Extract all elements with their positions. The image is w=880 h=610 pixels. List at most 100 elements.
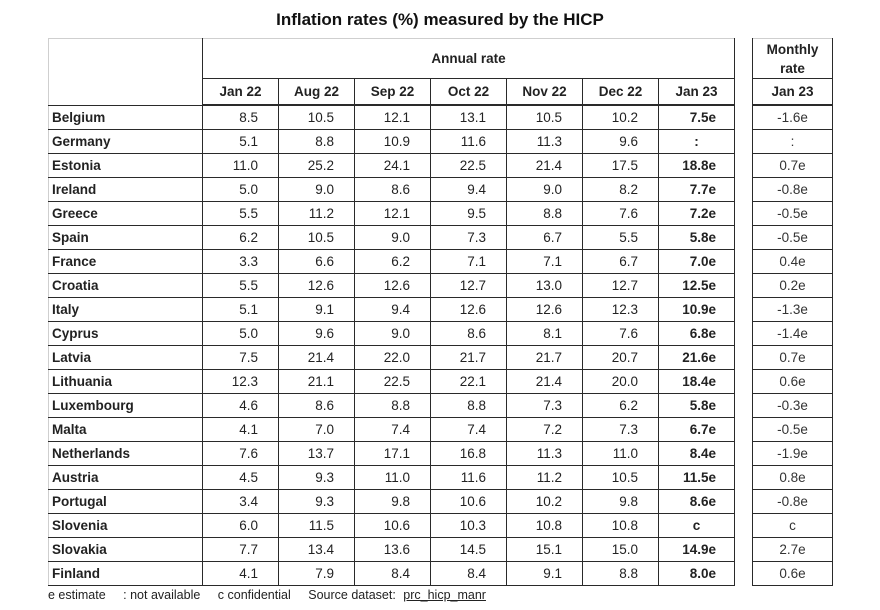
- annual-rate-value: 17.5: [582, 153, 659, 178]
- annual-rate-latest: 21.6e: [658, 345, 735, 370]
- column-gap: [734, 225, 753, 250]
- annual-rate-value: 22.5: [354, 369, 431, 394]
- country-name: Latvia: [48, 345, 203, 370]
- annual-rate-latest: 5.8e: [658, 225, 735, 250]
- annual-rate-value: 8.6: [278, 393, 355, 418]
- annual-rate-latest: 7.0e: [658, 249, 735, 274]
- annual-rate-value: 12.6: [354, 273, 431, 298]
- column-gap: [734, 38, 753, 105]
- annual-rate-value: 13.7: [278, 441, 355, 466]
- annual-rate-value: 5.5: [202, 201, 279, 226]
- annual-rate-value: 11.2: [278, 201, 355, 226]
- table-row: Spain 6.2 10.5 9.0 7.3 6.7 5.5 5.8e -0.5e: [48, 225, 833, 250]
- annual-rate-value: 10.6: [354, 513, 431, 538]
- annual-rate-value: 11.5: [278, 513, 355, 538]
- legend-confidential: c confidential: [217, 588, 291, 602]
- annual-rate-value: 10.5: [582, 465, 659, 490]
- country-name: Estonia: [48, 153, 203, 178]
- country-name: Spain: [48, 225, 203, 250]
- annual-rate-value: 14.5: [430, 537, 507, 562]
- table-row: Italy 5.1 9.1 9.4 12.6 12.6 12.3 10.9e -1.3e: [48, 297, 833, 322]
- annual-rate-latest: 7.5e: [658, 104, 735, 130]
- column-gap: [734, 489, 753, 514]
- annual-rate-value: 10.5: [278, 225, 355, 250]
- annual-rate-latest: 11.5e: [658, 465, 735, 490]
- country-name: Germany: [48, 129, 203, 154]
- annual-rate-value: 8.8: [430, 393, 507, 418]
- annual-rate-value: 10.2: [506, 489, 583, 514]
- annual-rate-value: 9.8: [582, 489, 659, 514]
- annual-rate-latest: 6.7e: [658, 417, 735, 442]
- annual-rate-value: 13.6: [354, 537, 431, 562]
- monthly-rate-value: 0.2e: [752, 273, 833, 298]
- annual-rate-value: 12.7: [582, 273, 659, 298]
- annual-rate-value: 7.6: [202, 441, 279, 466]
- monthly-rate-value: :: [752, 129, 833, 154]
- annual-rate-value: 9.1: [278, 297, 355, 322]
- table-row: Germany 5.1 8.8 10.9 11.6 11.3 9.6::: [48, 129, 833, 154]
- annual-rate-value: 7.0: [278, 417, 355, 442]
- annual-rate-value: 7.3: [430, 225, 507, 250]
- annual-rate-value: 21.7: [506, 345, 583, 370]
- annual-rate-value: 11.0: [354, 465, 431, 490]
- annual-rate-value: 25.2: [278, 153, 355, 178]
- annual-rate-value: 11.0: [202, 153, 279, 178]
- monthly-rate-value: -0.8e: [752, 177, 833, 202]
- table-row: France 3.3 6.6 6.2 7.1 7.1 6.7 7.0e 0.4e: [48, 249, 833, 274]
- monthly-rate-value: -0.8e: [752, 489, 833, 514]
- annual-rate-value: 11.0: [582, 441, 659, 466]
- monthly-rate-value: -1.9e: [752, 441, 833, 466]
- annual-rate-value: 7.4: [430, 417, 507, 442]
- annual-rate-value: 6.7: [506, 225, 583, 250]
- annual-rate-value: 12.6: [506, 297, 583, 322]
- annual-rate-value: 13.4: [278, 537, 355, 562]
- annual-rate-value: 9.6: [582, 129, 659, 154]
- country-name: Cyprus: [48, 321, 203, 346]
- table-row: Lithuania 12.3 21.1 22.5 22.1 21.4 20.0 18.4e 0.…: [48, 369, 833, 394]
- country-name: Slovenia: [48, 513, 203, 538]
- annual-rate-latest: 7.2e: [658, 201, 735, 226]
- annual-rate-value: 8.4: [430, 561, 507, 586]
- annual-rate-value: 11.6: [430, 465, 507, 490]
- corner-cell: [48, 38, 203, 106]
- annual-rate-value: 22.0: [354, 345, 431, 370]
- annual-rate-value: 9.8: [354, 489, 431, 514]
- annual-rate-value: 8.6: [430, 321, 507, 346]
- annual-rate-value: 9.3: [278, 489, 355, 514]
- annual-rate-value: 10.8: [582, 513, 659, 538]
- annual-rate-value: 9.0: [278, 177, 355, 202]
- column-gap: [734, 201, 753, 226]
- annual-rate-value: 9.4: [354, 297, 431, 322]
- source-dataset-link[interactable]: prc_hicp_manr: [403, 588, 486, 602]
- annual-rate-value: 12.3: [582, 297, 659, 322]
- monthly-rate-value: 2.7e: [752, 537, 833, 562]
- annual-rate-value: 7.7: [202, 537, 279, 562]
- monthly-rate-value: -0.5e: [752, 201, 833, 226]
- annual-rate-value: 11.2: [506, 465, 583, 490]
- monthly-rate-value: -1.3e: [752, 297, 833, 322]
- monthly-rate-value: 0.7e: [752, 345, 833, 370]
- column-gap: [734, 249, 753, 274]
- country-name: Austria: [48, 465, 203, 490]
- annual-rate-value: 5.5: [582, 225, 659, 250]
- country-name: Belgium: [48, 104, 203, 130]
- annual-rate-latest: :: [658, 129, 735, 154]
- country-name: Luxembourg: [48, 393, 203, 418]
- monthly-rate-value: 0.4e: [752, 249, 833, 274]
- annual-rate-value: 7.4: [354, 417, 431, 442]
- monthly-rate-header: Monthly rate: [752, 38, 833, 79]
- table-row: Netherlands 7.6 13.7 17.1 16.8 11.3 11.0 8.4e -1…: [48, 441, 833, 466]
- month-header: Aug 22: [278, 78, 355, 106]
- column-gap: [734, 417, 753, 442]
- monthly-rate-value: 0.7e: [752, 153, 833, 178]
- monthly-rate-value: 0.6e: [752, 369, 833, 394]
- annual-rate-latest: 8.6e: [658, 489, 735, 514]
- table-row: Belgium 8.5 10.5 12.1 13.1 10.5 10.2 7.5e -1.6e: [48, 104, 833, 130]
- annual-rate-value: 8.4: [354, 561, 431, 586]
- month-header: Sep 22: [354, 78, 431, 106]
- country-name: Croatia: [48, 273, 203, 298]
- annual-rate-value: 7.3: [506, 393, 583, 418]
- hicp-inflation-table: Annual rate Monthly rate Jan 22 Aug 22 S…: [48, 38, 833, 586]
- month-header: Oct 22: [430, 78, 507, 106]
- annual-rate-value: 24.1: [354, 153, 431, 178]
